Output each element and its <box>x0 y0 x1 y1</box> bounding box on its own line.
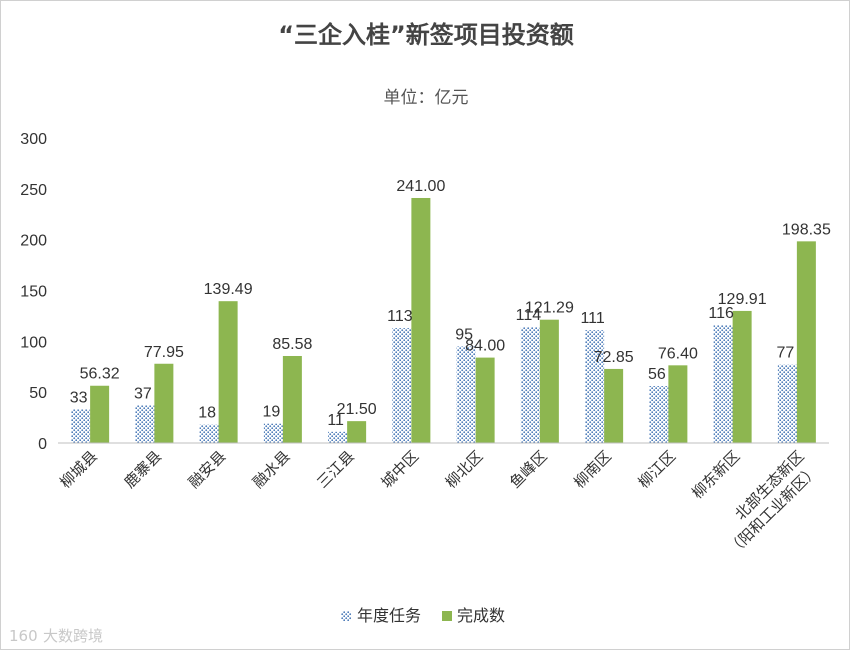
category-label-line: 柳南区 <box>570 447 615 492</box>
bar-completed <box>732 310 752 443</box>
category-label-line: 融安县 <box>185 447 230 492</box>
category-label: 鱼峰区 <box>506 447 551 492</box>
y-tick-label: 100 <box>20 334 47 351</box>
data-label-completed: 198.35 <box>782 221 831 238</box>
bar-annual-target <box>199 424 219 443</box>
category-label-line: 城中区 <box>378 447 423 492</box>
data-label-completed: 121.29 <box>525 300 574 317</box>
bar-completed <box>796 241 816 443</box>
data-label-annual-target: 33 <box>70 389 88 406</box>
legend-label-completed: 完成数 <box>457 606 505 625</box>
data-label-annual-target: 11 <box>327 412 344 429</box>
bar-annual-target <box>777 364 797 443</box>
y-tick-label: 0 <box>38 436 47 453</box>
bar-completed <box>411 197 431 443</box>
category-label: 柳江区 <box>635 447 680 492</box>
data-label-annual-target: 116 <box>708 305 734 322</box>
data-label-completed: 21.50 <box>337 401 377 418</box>
bar-annual-target <box>135 405 155 443</box>
data-label-completed: 241.00 <box>396 178 445 195</box>
bar-completed <box>154 363 174 443</box>
bar-completed <box>668 365 688 443</box>
category-label-line: 三江县 <box>313 447 358 492</box>
category-label: 柳城县 <box>56 447 101 492</box>
bar-completed <box>347 421 367 443</box>
bar-annual-target <box>585 330 605 443</box>
bar-annual-target <box>392 328 412 443</box>
data-label-completed: 77.95 <box>144 344 184 361</box>
bar-completed <box>282 355 302 443</box>
y-axis: 0 50 100 150 200 250 300 <box>20 131 47 453</box>
y-tick-label: 300 <box>20 131 47 148</box>
bar-completed <box>604 368 624 443</box>
bar-completed <box>90 385 110 443</box>
data-label-completed: 72.85 <box>594 349 634 366</box>
bar-annual-target <box>520 327 540 443</box>
data-label-completed: 84.00 <box>465 338 505 355</box>
y-tick-label: 150 <box>20 284 47 301</box>
category-label-line: 柳江区 <box>635 447 680 492</box>
watermark-text: 大数跨境 <box>43 627 103 645</box>
legend-swatch-completed <box>442 611 452 621</box>
bar-completed <box>218 301 238 443</box>
bar-annual-target <box>263 423 283 443</box>
data-label-completed: 76.40 <box>658 345 698 362</box>
y-tick-label: 250 <box>20 182 47 199</box>
legend-label-annual-target: 年度任务 <box>357 606 421 625</box>
category-label: 鹿寨县 <box>121 447 166 492</box>
data-label-completed: 139.49 <box>204 281 253 298</box>
y-tick-label: 200 <box>20 233 47 250</box>
data-label-annual-target: 77 <box>776 345 794 362</box>
bars-layer <box>71 197 816 443</box>
category-label: 城中区 <box>378 447 423 492</box>
chart-title: “三企入桂”新签项目投资额 <box>278 21 574 49</box>
data-label-annual-target: 56 <box>648 366 666 383</box>
x-axis-categories: 柳城县 鹿寨县 融安县 融水县 三江县 城中区 柳北区 鱼峰区 柳南区 柳江区 柳东新区北部生态新区… <box>56 447 821 559</box>
data-label-completed: 56.32 <box>80 366 120 383</box>
data-label-completed: 85.58 <box>272 336 312 353</box>
chart-subtitle: 单位：亿元 <box>384 88 469 108</box>
data-label-annual-target: 37 <box>134 385 152 402</box>
category-label: 三江县 <box>313 447 358 492</box>
y-tick-label: 50 <box>29 385 47 402</box>
watermark: 160 大数跨境 <box>9 627 103 645</box>
category-label-line: 柳北区 <box>442 447 487 492</box>
category-label-line: 柳东新区 <box>688 447 743 502</box>
category-label-line: 鱼峰区 <box>506 447 551 492</box>
data-label-annual-target: 95 <box>455 326 473 343</box>
legend: 年度任务 完成数 <box>341 606 505 625</box>
bar-annual-target <box>456 346 476 443</box>
category-label: 融水县 <box>249 447 294 492</box>
category-label: 融安县 <box>185 447 230 492</box>
data-label-annual-target: 113 <box>387 308 413 325</box>
data-label-annual-target: 18 <box>198 405 216 422</box>
bar-completed <box>475 357 495 443</box>
category-label-line: 鹿寨县 <box>121 447 166 492</box>
data-label-completed: 129.91 <box>718 291 767 308</box>
data-label-annual-target: 111 <box>580 310 604 327</box>
watermark-logo: 160 <box>9 627 38 645</box>
bar-annual-target <box>328 431 348 443</box>
bar-annual-target <box>713 325 733 443</box>
bar-annual-target <box>71 409 91 443</box>
data-label-annual-target: 114 <box>516 307 542 324</box>
legend-swatch-annual-target <box>341 611 351 621</box>
category-label-line: 融水县 <box>249 447 294 492</box>
bar-annual-target <box>649 386 669 443</box>
category-label: 柳东新区 <box>688 447 743 502</box>
category-label: 柳北区 <box>442 447 487 492</box>
category-label: 柳南区 <box>570 447 615 492</box>
category-label-line: 柳城县 <box>56 447 101 492</box>
bar-completed <box>539 319 559 443</box>
data-label-annual-target: 19 <box>262 404 280 421</box>
